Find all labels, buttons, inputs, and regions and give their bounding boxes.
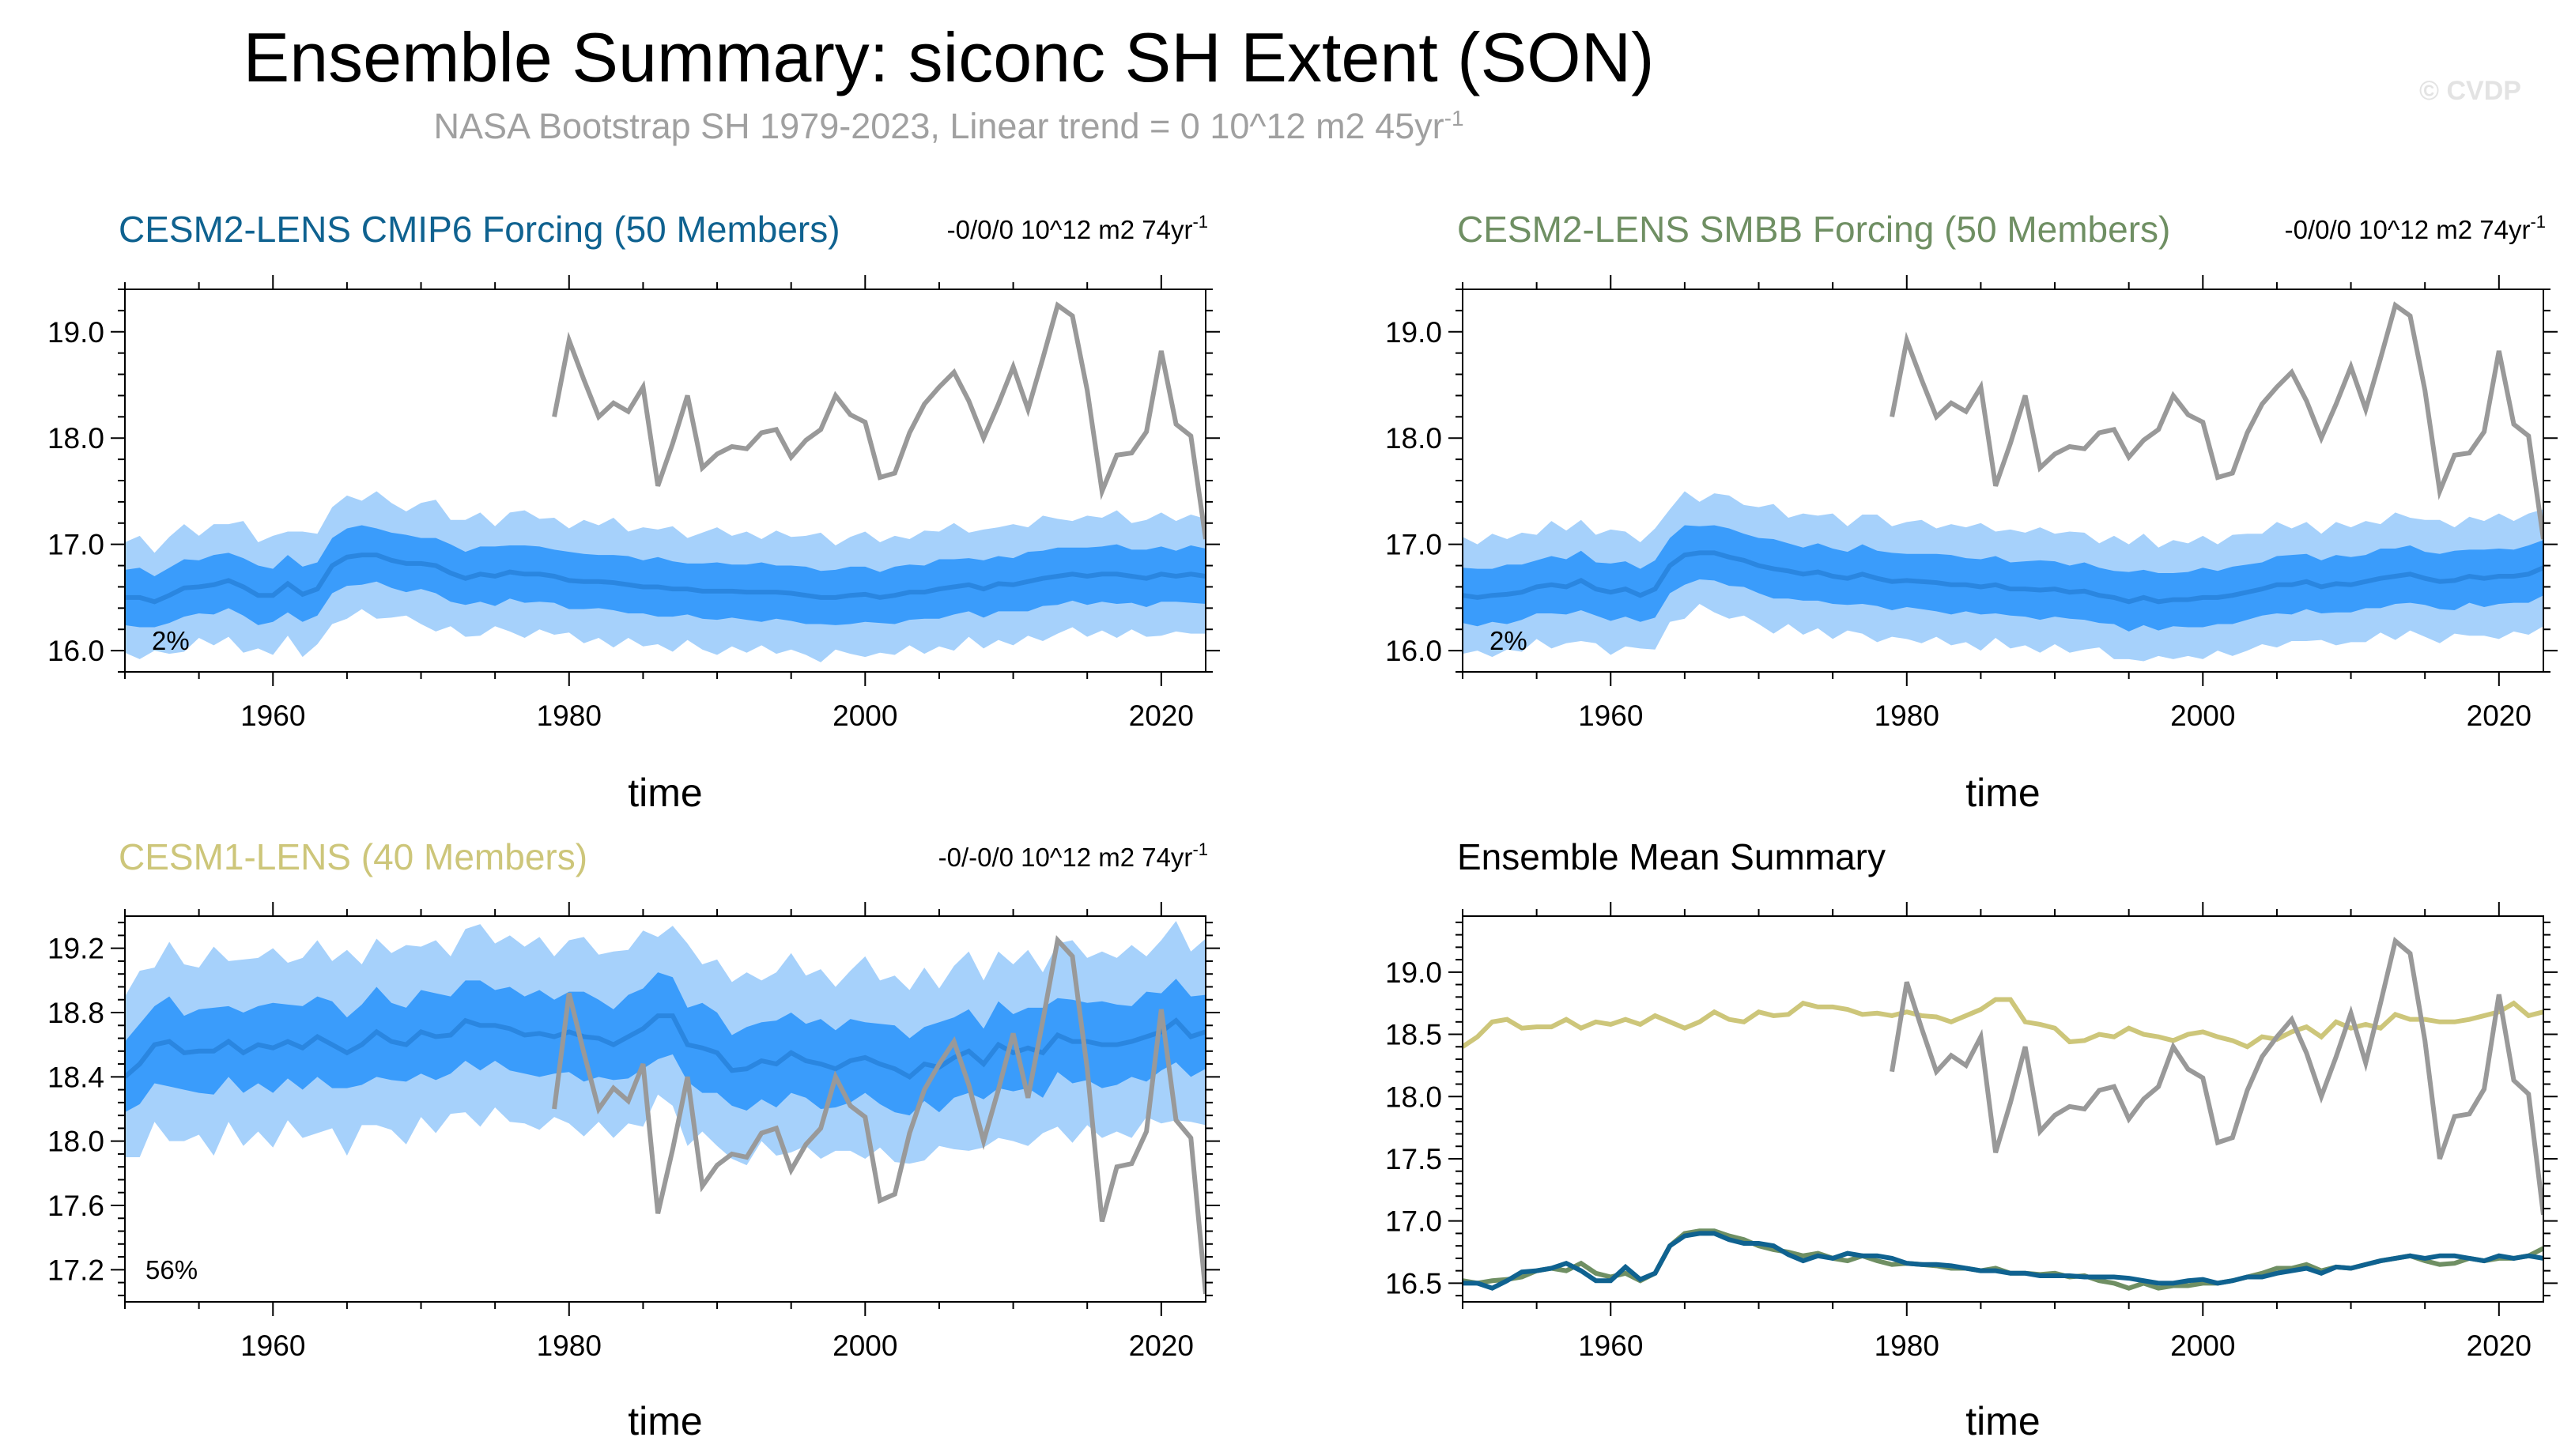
y-tick-label: 18.0 bbox=[1385, 1081, 1442, 1113]
percent-annotation: 2% bbox=[152, 626, 190, 655]
y-tick-label: 17.0 bbox=[1385, 529, 1442, 561]
observation-line bbox=[552, 301, 1206, 540]
y-tick-label: 17.0 bbox=[1385, 1205, 1442, 1238]
y-tick-label: 16.5 bbox=[1385, 1267, 1442, 1299]
panel-title: CESM1-LENS (40 Members) bbox=[119, 836, 587, 877]
ensemble-mean-line bbox=[125, 1013, 1206, 1080]
x-tick-label: 1960 bbox=[1578, 700, 1643, 732]
percent-annotation: 2% bbox=[1489, 626, 1527, 655]
y-tick-label: 19.0 bbox=[47, 316, 104, 349]
y-tick-label: 19.2 bbox=[47, 933, 104, 965]
x-tick-label: 2000 bbox=[2170, 1330, 2235, 1362]
trend-text: -0/0/0 10^12 m2 74yr bbox=[947, 215, 1193, 244]
y-tick-label: 18.0 bbox=[47, 422, 104, 455]
y-tick-label: 18.0 bbox=[1385, 422, 1442, 455]
x-tick-label: 2020 bbox=[2467, 700, 2532, 732]
panel-title: Ensemble Mean Summary bbox=[1457, 836, 1886, 877]
x-tick-label: 1980 bbox=[1875, 700, 1939, 732]
plot-area bbox=[1463, 937, 2543, 1291]
y-tick-label: 16.0 bbox=[47, 635, 104, 667]
x-axis-label: time bbox=[1965, 771, 2040, 815]
figure-subtitle: NASA Bootstrap SH 1979-2023, Linear tren… bbox=[0, 106, 1897, 147]
x-tick-label: 1960 bbox=[1578, 1330, 1643, 1362]
y-tick-label: 18.5 bbox=[1385, 1019, 1442, 1051]
spread-inner-band bbox=[1463, 525, 2543, 632]
x-tick-label: 1980 bbox=[1875, 1330, 1939, 1362]
y-tick-label: 17.2 bbox=[47, 1254, 104, 1286]
y-tick-label: 16.0 bbox=[1385, 635, 1442, 667]
x-tick-label: 1960 bbox=[240, 1330, 305, 1362]
x-axis-label: time bbox=[628, 1399, 702, 1443]
plot-area bbox=[1463, 301, 2543, 662]
x-axis-label: time bbox=[628, 771, 702, 815]
subtitle-superscript: -1 bbox=[1444, 106, 1464, 130]
trend-superscript: -1 bbox=[1192, 212, 1208, 232]
y-tick-label: 18.8 bbox=[47, 997, 104, 1029]
trend-label: -0/0/0 10^12 m2 74yr-1 bbox=[947, 212, 1208, 244]
panel-title: CESM2-LENS SMBB Forcing (50 Members) bbox=[1457, 209, 2170, 250]
plot-area bbox=[125, 301, 1206, 662]
panel-cmip6: CESM2-LENS CMIP6 Forcing (50 Members) -0/… bbox=[47, 209, 1220, 815]
y-tick-label: 17.0 bbox=[47, 529, 104, 561]
trend-superscript: -1 bbox=[1192, 839, 1208, 859]
plot-frame bbox=[1462, 915, 2544, 1303]
observation-line bbox=[552, 935, 1206, 1295]
x-tick-label: 1980 bbox=[537, 1330, 602, 1362]
x-tick-label: 2000 bbox=[833, 1330, 897, 1362]
x-tick-label: 2020 bbox=[1129, 1330, 1194, 1362]
subtitle-text: NASA Bootstrap SH 1979-2023, Linear tren… bbox=[433, 106, 1444, 146]
figure-title: Ensemble Summary: siconc SH Extent (SON) bbox=[243, 18, 1655, 96]
y-tick-label: 17.6 bbox=[47, 1190, 104, 1222]
x-tick-label: 2020 bbox=[2467, 1330, 2532, 1362]
trend-text: -0/0/0 10^12 m2 74yr bbox=[2285, 215, 2531, 244]
x-tick-label: 2000 bbox=[833, 700, 897, 732]
y-tick-label: 19.0 bbox=[1385, 956, 1442, 989]
x-tick-label: 2020 bbox=[1129, 700, 1194, 732]
plot-area bbox=[125, 921, 1206, 1295]
trend-label: -0/0/0 10^12 m2 74yr-1 bbox=[2285, 212, 2546, 244]
percent-annotation: 56% bbox=[145, 1255, 198, 1284]
series-line-cmip6 bbox=[1463, 1231, 2543, 1291]
trend-label: -0/-0/0 10^12 m2 74yr-1 bbox=[938, 839, 1208, 872]
x-tick-label: 1980 bbox=[537, 700, 602, 732]
x-tick-label: 2000 bbox=[2170, 700, 2235, 732]
observation-line bbox=[1890, 301, 2543, 540]
spread-inner-band bbox=[125, 972, 1206, 1116]
y-tick-label: 17.5 bbox=[1385, 1143, 1442, 1175]
ensemble-mean-line bbox=[125, 553, 1206, 605]
x-tick-label: 1960 bbox=[240, 700, 305, 732]
panel-summary: Ensemble Mean Summary 16.5 17.0 17.5 18.0 18.… bbox=[1385, 836, 2558, 1443]
plot-frame bbox=[124, 915, 1206, 1303]
ensemble-mean-line bbox=[1463, 550, 2543, 605]
panel-cesm1: CESM1-LENS (40 Members) -0/-0/0 10^12 m2 … bbox=[47, 836, 1220, 1443]
observation-line bbox=[1890, 937, 2543, 1216]
panel-smbb: CESM2-LENS SMBB Forcing (50 Members) -0/0… bbox=[1385, 209, 2558, 815]
panel-title: CESM2-LENS CMIP6 Forcing (50 Members) bbox=[119, 209, 840, 250]
trend-text: -0/-0/0 10^12 m2 74yr bbox=[938, 843, 1193, 872]
y-tick-label: 19.0 bbox=[1385, 316, 1442, 349]
trend-superscript: -1 bbox=[2530, 212, 2546, 232]
y-tick-label: 18.4 bbox=[47, 1061, 104, 1093]
series-line-cesm1 bbox=[1463, 997, 2543, 1050]
spread-inner-band bbox=[125, 525, 1206, 628]
cvdp-watermark: © CVDP bbox=[2419, 76, 2521, 106]
y-tick-label: 18.0 bbox=[47, 1126, 104, 1158]
x-axis-label: time bbox=[1965, 1399, 2040, 1443]
